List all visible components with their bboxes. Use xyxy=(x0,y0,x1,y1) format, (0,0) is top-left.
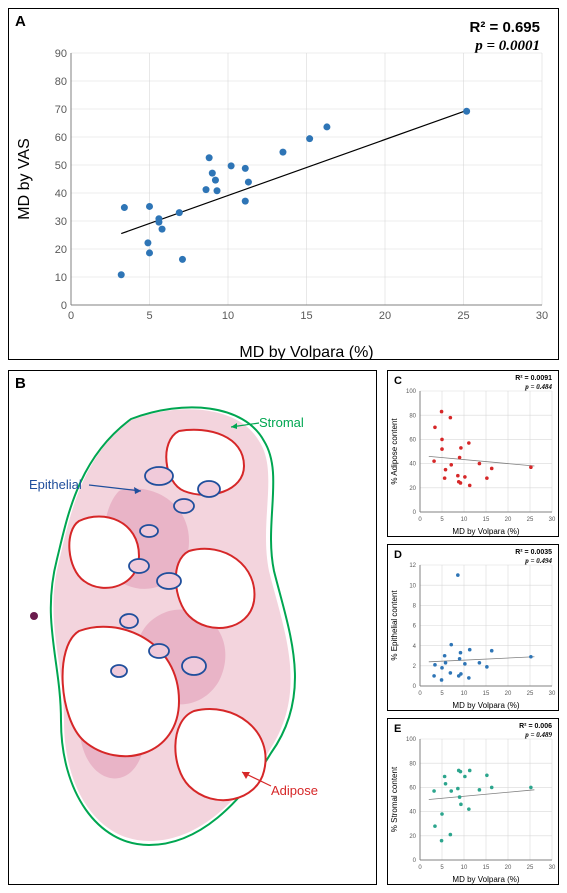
svg-text:80: 80 xyxy=(55,76,67,88)
label-epithelial: Epithelial xyxy=(29,477,82,492)
arrow-adipose xyxy=(237,769,275,789)
svg-text:5: 5 xyxy=(440,517,444,523)
svg-text:10: 10 xyxy=(222,310,234,322)
svg-text:6: 6 xyxy=(413,624,417,630)
svg-text:25: 25 xyxy=(527,691,534,697)
arrow-epithelial xyxy=(87,479,147,497)
svg-text:MD by Volpara (%): MD by Volpara (%) xyxy=(452,875,519,884)
svg-text:30: 30 xyxy=(536,310,548,322)
svg-text:% Epithelial content: % Epithelial content xyxy=(390,590,399,661)
svg-text:0: 0 xyxy=(418,865,422,871)
svg-text:20: 20 xyxy=(409,834,416,840)
panel-c-chart: 0 5 10 15 20 25 30 0 20 40 60 80 100 MD by Volpara (%… xyxy=(388,371,559,537)
svg-text:20: 20 xyxy=(409,486,416,492)
svg-text:MD by Volpara (%): MD by Volpara (%) xyxy=(452,527,519,536)
svg-text:% Stromal content: % Stromal content xyxy=(390,766,399,832)
svg-text:60: 60 xyxy=(55,132,67,144)
panel-e-chart: 0 5 10 15 20 25 30 0 20 40 60 80 100 MD by Volpara (%… xyxy=(388,719,559,885)
svg-text:20: 20 xyxy=(55,244,67,256)
svg-text:20: 20 xyxy=(505,865,512,871)
svg-text:5: 5 xyxy=(440,691,444,697)
svg-text:100: 100 xyxy=(406,389,417,395)
svg-text:30: 30 xyxy=(549,517,556,523)
svg-text:0: 0 xyxy=(413,858,417,864)
svg-text:20: 20 xyxy=(505,517,512,523)
panel-b: B Stromal Epithelial Adipose xyxy=(8,370,377,885)
panel-d-chart: 0 5 10 15 20 25 30 0 2 4 6 8 10 12 MD by Volpara (%) % … xyxy=(388,545,559,711)
svg-text:8: 8 xyxy=(413,603,417,609)
panel-a: A R² = 0.695 p = 0.0001 0510152025300102… xyxy=(8,8,559,360)
svg-text:60: 60 xyxy=(409,786,416,792)
svg-text:40: 40 xyxy=(409,810,416,816)
svg-text:MD by Volpara (%): MD by Volpara (%) xyxy=(452,701,519,710)
svg-text:50: 50 xyxy=(55,160,67,172)
panel-a-chart: 0 5 10 15 20 25 30 0 10 20 30 40 50 60 70 80 90 MD by Vol… xyxy=(9,9,559,360)
svg-text:80: 80 xyxy=(409,413,416,419)
svg-text:0: 0 xyxy=(61,300,67,312)
svg-text:100: 100 xyxy=(406,737,417,743)
panel-b-histology xyxy=(9,371,377,885)
svg-text:90: 90 xyxy=(55,48,67,60)
svg-text:80: 80 xyxy=(409,761,416,767)
svg-text:5: 5 xyxy=(440,865,444,871)
svg-text:30: 30 xyxy=(549,691,556,697)
svg-text:20: 20 xyxy=(379,310,391,322)
panel-e: E R² = 0.006 p = 0.489 05101520253002040… xyxy=(387,718,559,885)
svg-text:0: 0 xyxy=(413,510,417,516)
arrow-stromal xyxy=(227,419,261,431)
svg-text:0: 0 xyxy=(68,310,74,322)
svg-text:15: 15 xyxy=(483,691,490,697)
svg-text:20: 20 xyxy=(505,691,512,697)
label-stromal: Stromal xyxy=(259,415,304,430)
svg-text:15: 15 xyxy=(483,517,490,523)
svg-text:25: 25 xyxy=(527,517,534,523)
panel-d: D R² = 0.0035 p = 0.494 0510152025300246… xyxy=(387,544,559,711)
svg-text:2: 2 xyxy=(413,664,417,670)
svg-text:25: 25 xyxy=(527,865,534,871)
svg-text:0: 0 xyxy=(418,691,422,697)
svg-text:70: 70 xyxy=(55,104,67,116)
svg-text:MD by VAS: MD by VAS xyxy=(16,138,33,220)
svg-text:15: 15 xyxy=(483,865,490,871)
svg-text:10: 10 xyxy=(461,865,468,871)
svg-text:30: 30 xyxy=(55,216,67,228)
svg-text:10: 10 xyxy=(461,517,468,523)
label-adipose: Adipose xyxy=(271,783,318,798)
panel-c: C R² = 0.0091 p = 0.484 0510152025300204… xyxy=(387,370,559,537)
svg-text:5: 5 xyxy=(146,310,152,322)
svg-text:40: 40 xyxy=(409,462,416,468)
svg-text:25: 25 xyxy=(457,310,469,322)
svg-text:60: 60 xyxy=(409,438,416,444)
svg-text:30: 30 xyxy=(549,865,556,871)
svg-text:MD by Volpara (%): MD by Volpara (%) xyxy=(239,344,373,360)
svg-text:% Adipose content: % Adipose content xyxy=(390,418,399,485)
svg-text:0: 0 xyxy=(413,684,417,690)
svg-text:40: 40 xyxy=(55,188,67,200)
svg-text:4: 4 xyxy=(413,644,417,650)
svg-text:10: 10 xyxy=(55,272,67,284)
svg-text:12: 12 xyxy=(409,563,416,569)
svg-text:10: 10 xyxy=(461,691,468,697)
svg-text:15: 15 xyxy=(300,310,312,322)
svg-text:0: 0 xyxy=(418,517,422,523)
svg-text:10: 10 xyxy=(409,583,416,589)
